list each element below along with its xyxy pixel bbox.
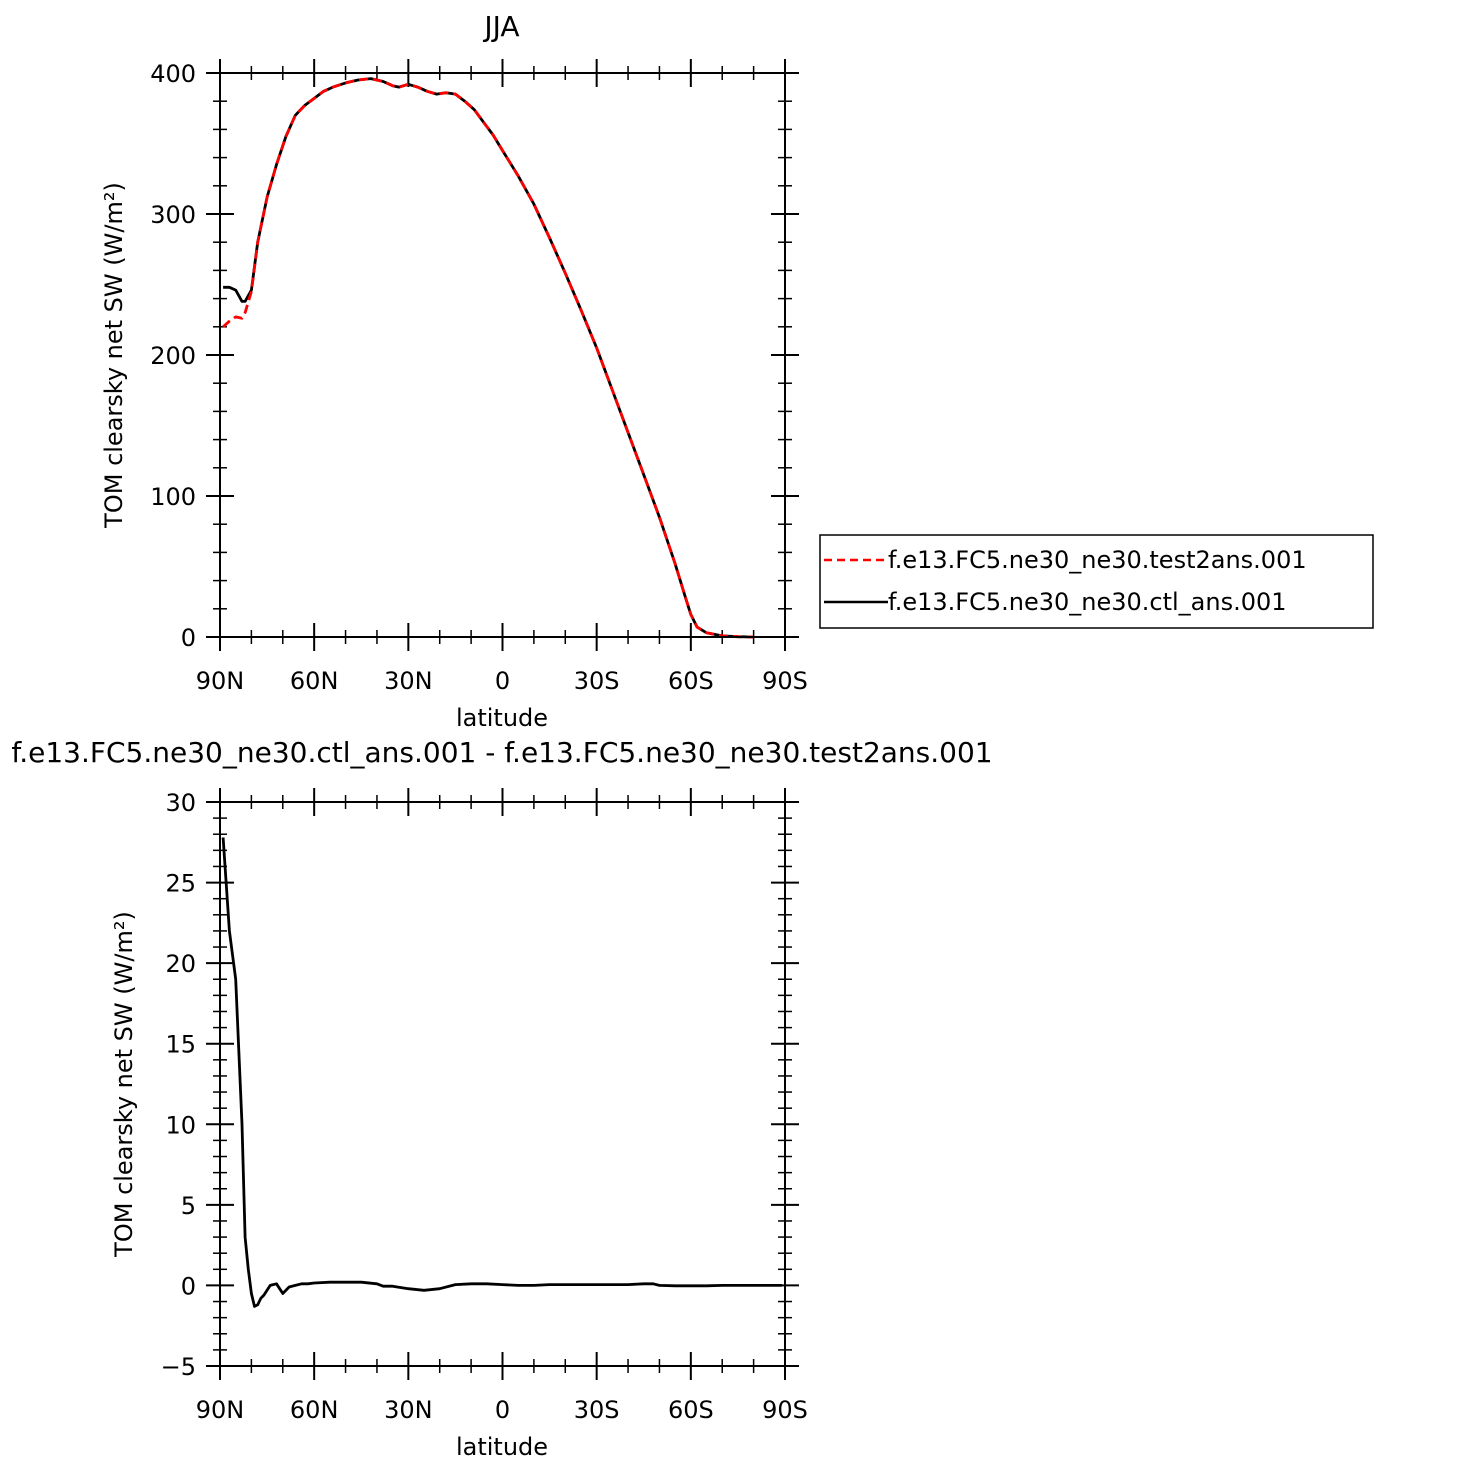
x-tick-label: 30S bbox=[574, 667, 620, 695]
bottom-plot-x-ticks: 90N 60N 30N 0 30S 60S 90S bbox=[196, 788, 808, 1424]
x-tick-label: 90N bbox=[196, 667, 245, 695]
top-plot-x-label: latitude bbox=[456, 704, 548, 732]
x-tick-label: 60S bbox=[668, 1396, 714, 1424]
x-tick-label: 30N bbox=[384, 667, 433, 695]
x-tick-label: 60N bbox=[290, 667, 339, 695]
top-plot-frame bbox=[219, 72, 786, 638]
legend: f.e13.FC5.ne30_ne30.test2ans.001 f.e13.F… bbox=[819, 534, 1374, 629]
y-tick-label: 300 bbox=[150, 201, 196, 229]
y-tick-label: 100 bbox=[150, 483, 196, 511]
x-tick-label: 90S bbox=[762, 667, 808, 695]
legend-label-test2ans: f.e13.FC5.ne30_ne30.test2ans.001 bbox=[888, 546, 1307, 574]
y-tick-label: 15 bbox=[165, 1031, 196, 1059]
y-tick-label: 200 bbox=[150, 342, 196, 370]
bottom-plot-y-ticks: −5 0 5 10 15 20 25 30 bbox=[161, 789, 799, 1381]
x-tick-label: 90N bbox=[196, 1396, 245, 1424]
bottom-plot-series bbox=[221, 837, 782, 1308]
y-tick-label: 400 bbox=[150, 60, 196, 88]
legend-box bbox=[819, 534, 1374, 629]
y-tick-label: 0 bbox=[181, 624, 196, 652]
bottom-plot-x-label: latitude bbox=[456, 1433, 548, 1461]
x-tick-label: 60N bbox=[290, 1396, 339, 1424]
top-plot-series bbox=[222, 77, 754, 639]
top-plot-y-ticks: 0 100 200 300 400 bbox=[150, 60, 799, 652]
top-plot-title: JJA bbox=[482, 10, 519, 43]
y-tick-label: 30 bbox=[165, 789, 196, 817]
top-plot-x-ticks: 90N 60N 30N 0 30S 60S 90S bbox=[196, 59, 808, 695]
bottom-plot-title: f.e13.FC5.ne30_ne30.ctl_ans.001 - f.e13.… bbox=[11, 736, 992, 769]
x-tick-label: 90S bbox=[762, 1396, 808, 1424]
y-tick-label: 10 bbox=[165, 1111, 196, 1139]
bottom-plot-frame bbox=[219, 801, 786, 1367]
bottom-plot: f.e13.FC5.ne30_ne30.ctl_ans.001 - f.e13.… bbox=[11, 736, 992, 1461]
y-tick-label: −5 bbox=[161, 1353, 196, 1381]
y-tick-label: 5 bbox=[181, 1192, 196, 1220]
y-tick-label: 0 bbox=[181, 1272, 196, 1300]
x-tick-label: 0 bbox=[495, 667, 510, 695]
series-line-f-e13-fc5-ne30-ne30-test2ans-001 bbox=[222, 77, 754, 639]
top-plot: JJA 0 100 200 300 400 90N 60N 30N 0 30S 60S 90S la… bbox=[100, 10, 808, 732]
bottom-plot-y-label: TOM clearsky net SW (W/m²) bbox=[110, 911, 138, 1258]
y-tick-label: 25 bbox=[165, 870, 196, 898]
top-plot-y-label: TOM clearsky net SW (W/m²) bbox=[100, 182, 128, 529]
x-tick-label: 30N bbox=[384, 1396, 433, 1424]
legend-label-ctl-ans: f.e13.FC5.ne30_ne30.ctl_ans.001 bbox=[888, 588, 1287, 616]
series-line-difference bbox=[221, 837, 782, 1308]
y-tick-label: 20 bbox=[165, 950, 196, 978]
x-tick-label: 30S bbox=[574, 1396, 620, 1424]
x-tick-label: 60S bbox=[668, 667, 714, 695]
series-line-f-e13-fc5-ne30-ne30-ctl-ans-001 bbox=[223, 77, 754, 639]
x-tick-label: 0 bbox=[495, 1396, 510, 1424]
